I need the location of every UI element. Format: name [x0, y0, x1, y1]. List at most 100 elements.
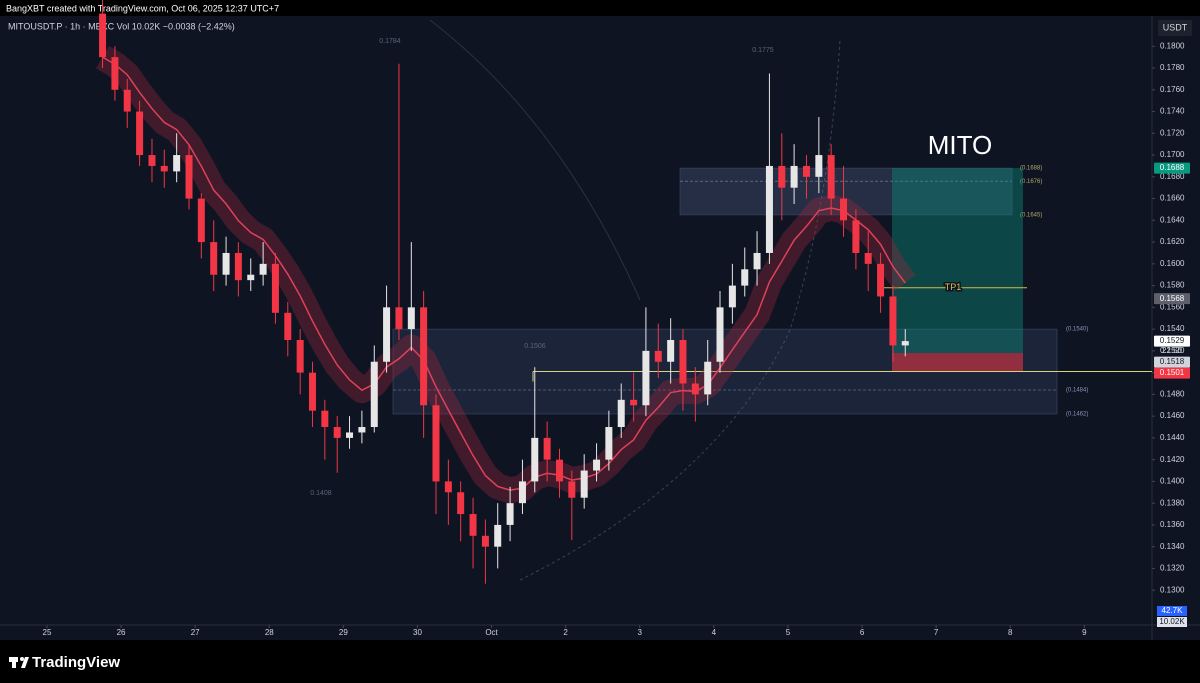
candle-body [531, 437, 539, 482]
price-badge-label: 0.1568 [1160, 294, 1185, 303]
countdown: 22:50 [1162, 346, 1183, 355]
annotation: 0.1784 [379, 38, 401, 45]
x-tick-label: 5 [786, 628, 791, 637]
header: BangXBT created with TradingView.com, Oc… [6, 3, 279, 13]
tp-label: TP1 [945, 282, 962, 292]
level-label: (0.1540) [1066, 327, 1088, 333]
candle-body [827, 155, 835, 199]
x-tick-label: 25 [43, 628, 52, 637]
candle-body [358, 427, 366, 433]
candle-body [815, 155, 823, 177]
level-label: (0.1676) [1020, 179, 1042, 185]
candle-body [333, 427, 341, 438]
x-tick-label: 27 [191, 628, 200, 637]
y-tick-label: 0.1560 [1160, 302, 1185, 311]
candle-body [210, 242, 218, 275]
candle-body [185, 155, 193, 199]
y-tick-label: 0.1340 [1160, 542, 1185, 551]
annotation: 0.1506 [524, 343, 546, 350]
price-badge [1154, 356, 1190, 368]
footer-brand: TradingView [32, 654, 120, 671]
candle-body [420, 307, 428, 406]
candle-body [691, 383, 699, 395]
candle-body [580, 470, 588, 498]
logo: TradingView [9, 654, 120, 671]
y-tick-label: 0.1480 [1160, 389, 1185, 398]
price-badge-label: 0.1529 [1160, 336, 1185, 345]
x-tick-label: 29 [339, 628, 348, 637]
candle-body [605, 427, 613, 460]
candle-body [506, 503, 514, 525]
x-tick-label: 4 [712, 628, 717, 637]
y-tick-label: 0.1680 [1160, 172, 1185, 181]
candle-body [259, 263, 267, 275]
y-tick-label: 0.1400 [1160, 477, 1185, 486]
candle-body [778, 165, 786, 188]
candle-body [728, 285, 736, 308]
candle-body [494, 524, 502, 547]
candle-body [148, 155, 156, 166]
y-tick-label: 0.1440 [1160, 433, 1185, 442]
candle-body [741, 269, 749, 286]
chart-title: MITO [928, 130, 993, 160]
y-tick-label: 0.1380 [1160, 498, 1185, 507]
candle-body [271, 263, 279, 313]
price-badge-label: 0.1518 [1160, 357, 1185, 366]
candle-body [123, 89, 131, 112]
candle-body [383, 307, 391, 362]
price-badge [1154, 367, 1190, 379]
price-badge-label: 0.1688 [1160, 163, 1185, 172]
annotation: 0.1775 [752, 47, 774, 54]
candle-body [753, 252, 761, 270]
level-label: (0.1462) [1066, 412, 1088, 418]
logo-shape [12, 657, 16, 668]
position-target [892, 168, 1023, 354]
y-tick-label: 0.1720 [1160, 128, 1185, 137]
level-label: (0.1645) [1020, 212, 1042, 218]
candle-body [222, 252, 230, 275]
y-tick-label: 0.1640 [1160, 215, 1185, 224]
candle-body [630, 399, 638, 406]
candle-body [654, 350, 662, 362]
candle-body [802, 165, 810, 177]
x-tick-label: 3 [638, 628, 643, 637]
candle-body [568, 481, 576, 498]
volume-badge-label: 10.02K [1159, 617, 1185, 626]
price-badge [1154, 293, 1190, 305]
candle-body [790, 165, 798, 188]
candle-body [518, 481, 526, 504]
candle-body [296, 339, 304, 373]
candle-body [469, 514, 477, 536]
candle-body [197, 198, 205, 243]
candle-body [901, 341, 909, 346]
candle-body [247, 274, 255, 281]
y-tick-label: 0.1460 [1160, 411, 1185, 420]
candle-body [864, 252, 872, 264]
x-tick-label: 2 [563, 628, 568, 637]
price-badge-label: 0.1501 [1160, 368, 1185, 377]
time-axis [0, 625, 1152, 640]
x-tick-label: 7 [934, 628, 939, 637]
candle-body [284, 312, 292, 340]
candle-body [556, 459, 564, 482]
candle-body [593, 459, 601, 471]
candle-body [173, 155, 181, 172]
y-tick-label: 0.1300 [1160, 585, 1185, 594]
volume-badge [1157, 617, 1187, 627]
level-label: (0.1484) [1066, 388, 1088, 394]
candle-body [407, 307, 415, 330]
candle-body [642, 350, 650, 406]
y-tick-label: 0.1600 [1160, 259, 1185, 268]
y-tick-label: 0.1700 [1160, 150, 1185, 159]
candle-body [481, 535, 489, 547]
x-tick-label: 26 [117, 628, 126, 637]
candle-body [889, 296, 897, 346]
logo-shape [21, 657, 29, 668]
candle-body [99, 13, 107, 58]
candle-body [543, 437, 551, 460]
volume-badge [1157, 606, 1187, 616]
price-badge [1154, 335, 1190, 347]
annotation: 0.1408 [310, 490, 332, 497]
y-tick-label: 0.1780 [1160, 63, 1185, 72]
